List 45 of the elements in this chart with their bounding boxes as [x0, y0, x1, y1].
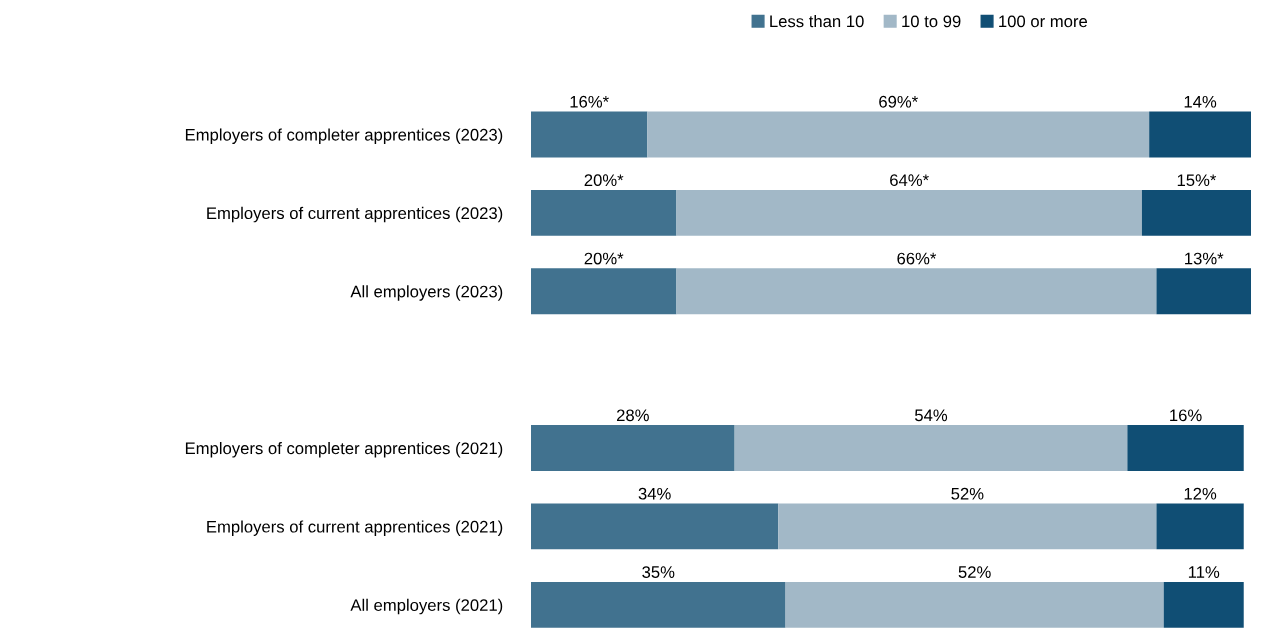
bar	[531, 503, 779, 550]
data-label: 20%*	[584, 252, 624, 265]
data-label: 13%*	[1185, 252, 1224, 265]
data-label: 35%	[642, 566, 675, 578]
bar	[1156, 268, 1251, 315]
data-label: 14%	[1184, 95, 1217, 108]
legend-label: 10 to 99	[902, 15, 961, 28]
data-label: 66%*	[897, 252, 937, 265]
y-tick-label: Employers of completer apprentices (2023)	[185, 128, 503, 144]
bar	[531, 581, 786, 628]
bar	[778, 503, 1157, 550]
y-tick-label: Employers of current apprentices (2021)	[207, 520, 503, 536]
data-label: 20%*	[584, 174, 624, 187]
bar	[676, 189, 1142, 236]
data-label: 15%*	[1177, 174, 1217, 187]
bar	[531, 111, 648, 158]
bar	[785, 581, 1164, 628]
bar	[1163, 581, 1244, 628]
y-tick-label: Employers of current apprentices (2023)	[207, 206, 503, 223]
bar	[647, 111, 1150, 158]
y-tick-label: All employers (2021)	[350, 598, 503, 615]
data-label: 34%	[638, 487, 671, 500]
data-label: 16%	[1170, 409, 1202, 422]
bar	[531, 189, 677, 236]
data-label: 69%*	[879, 95, 918, 108]
bar	[531, 268, 677, 315]
data-label: 11%	[1188, 566, 1220, 578]
bar	[1156, 503, 1244, 550]
legend-label: Less than 10	[770, 15, 864, 28]
y-tick-label: Employers of completer apprentices (2021)	[185, 441, 503, 458]
data-label: 52%	[958, 566, 991, 578]
data-label: 16%*	[570, 95, 609, 108]
bar	[1141, 189, 1251, 236]
bar	[676, 268, 1157, 315]
bar	[1149, 111, 1251, 158]
data-label: 54%	[914, 409, 948, 422]
legend-label: 100 or more	[999, 15, 1088, 28]
data-label: 28%	[616, 409, 649, 422]
data-label: 52%	[951, 487, 984, 500]
y-tick-label: All employers (2023)	[350, 285, 503, 301]
bar	[531, 425, 735, 471]
bar	[734, 425, 1128, 471]
data-label: 12%	[1184, 487, 1217, 500]
bar	[1127, 425, 1244, 471]
data-label: 64%*	[890, 174, 929, 187]
